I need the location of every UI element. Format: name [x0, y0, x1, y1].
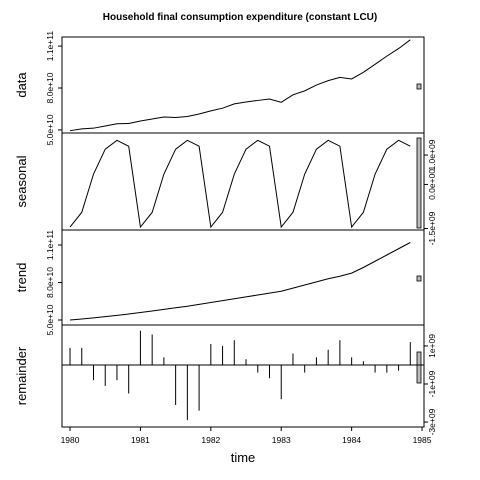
y-tick-label: -1e+09	[427, 370, 437, 397]
x-tick-label: 1981	[131, 435, 150, 445]
x-tick-label: 1983	[272, 435, 291, 445]
y-tick-label: 8.0e+10	[45, 267, 55, 298]
x-tick-label: 1984	[342, 435, 361, 445]
x-axis-label: time	[231, 450, 256, 465]
y-tick-label: 8.0e+10	[45, 72, 55, 103]
line-series	[69, 139, 411, 229]
y-tick-label: -3e+09	[427, 408, 437, 435]
panel-frame	[61, 324, 425, 428]
chart-title: Household final consumption expenditure …	[103, 12, 377, 23]
y-tick-label: 1.0e+09	[427, 139, 437, 170]
y-tick-label: 1.1e+11	[45, 230, 55, 261]
line-series	[69, 39, 411, 132]
range-bar	[416, 137, 422, 229]
range-bar	[416, 351, 422, 384]
y-tick-label: 5.0e+10	[45, 304, 55, 335]
range-bar	[416, 83, 422, 90]
x-tick-label: 1980	[61, 435, 80, 445]
y-tick-label: 1.1e+11	[45, 31, 55, 62]
y-axis-label: seasonal	[14, 155, 29, 207]
x-tick-label: 1982	[201, 435, 220, 445]
y-tick-label: 0.0e+00	[427, 169, 437, 200]
y-tick-label: 1e+09	[427, 334, 437, 358]
line-series	[69, 242, 411, 321]
y-axis-label: remainder	[14, 346, 29, 405]
y-tick-label: -1.5e+09	[427, 211, 437, 245]
x-tick-label: 1985	[413, 435, 432, 445]
range-bar	[416, 275, 422, 282]
y-axis-label: data	[14, 72, 29, 98]
y-tick-label: 5.0e+10	[45, 114, 55, 145]
y-axis-label: trend	[14, 263, 29, 293]
